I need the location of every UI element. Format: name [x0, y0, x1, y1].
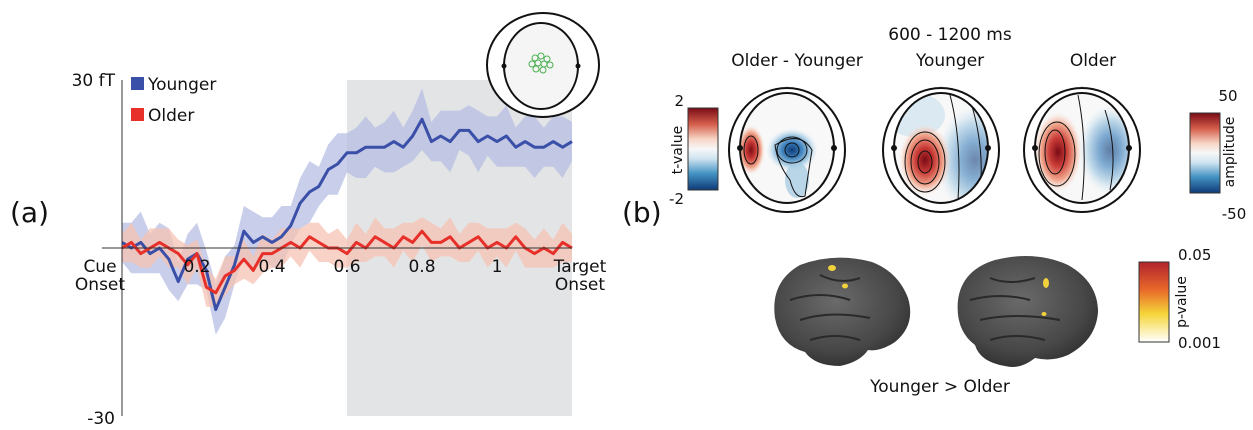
topomap-difference	[728, 86, 846, 213]
confidence-bands	[122, 88, 572, 335]
x-tick-label: 0.2	[183, 257, 210, 277]
tvalue-max: 2	[674, 92, 684, 110]
map-title-difference: Older - Younger	[731, 51, 863, 71]
brain-right-hemisphere	[957, 256, 1098, 367]
tvalue-min: -2	[669, 190, 684, 208]
series-line-older	[121, 229, 573, 295]
x-ticks: 0.2 0.4 0.6 0.8 1	[183, 257, 502, 277]
x-start-label-line1: Cue	[83, 257, 116, 277]
map-title-younger: Younger	[915, 51, 984, 71]
sensor-cluster-icon	[528, 52, 554, 74]
x-tick-label: 0.8	[408, 257, 435, 277]
amplitude-colorbar: 50 -50 amplitude	[1189, 87, 1247, 223]
x-tick-label: 0.4	[258, 257, 285, 277]
pvalue-title: p-value	[1174, 276, 1190, 328]
tvalue-colorbar: 2 -2 t-value	[669, 92, 719, 208]
amplitude-min: -50	[1222, 205, 1247, 223]
x-end-label-line2: Onset	[555, 275, 605, 295]
legend-label-younger: Younger	[147, 75, 216, 95]
topomap-older	[1023, 86, 1141, 213]
topomap-younger	[882, 86, 1000, 213]
legend-swatch-older	[131, 108, 144, 121]
sensor-head-inset	[486, 12, 600, 118]
amplitude-max: 50	[1218, 87, 1237, 105]
x-tick-label: 1	[492, 257, 503, 277]
confidence-band-older	[122, 217, 572, 307]
panel-b-label: (b)	[622, 196, 662, 229]
x-tick-label: 0.6	[333, 257, 360, 277]
brain-caption: Younger > Older	[869, 377, 1010, 397]
x-end-label-line1: Target	[553, 257, 607, 277]
x-start-label-line2: Onset	[75, 275, 125, 295]
legend-swatch-younger	[131, 77, 144, 90]
panel-a-label: (a)	[10, 196, 49, 229]
brain-left-hemisphere	[774, 257, 911, 366]
legend: Younger Older	[131, 75, 216, 126]
y-max-label: 30 fT	[72, 71, 116, 91]
time-window-title: 600 - 1200 ms	[888, 25, 1012, 45]
tvalue-title: t-value	[670, 126, 686, 174]
y-min-label: -30	[87, 409, 115, 429]
pvalue-min: 0.001	[1178, 334, 1221, 352]
series-lines	[121, 117, 573, 312]
legend-label-older: Older	[148, 106, 194, 126]
map-title-older: Older	[1070, 51, 1116, 71]
pvalue-colorbar: 0.05 0.001 p-value	[1138, 246, 1221, 352]
amplitude-title: amplitude	[1222, 117, 1238, 188]
pvalue-max: 0.05	[1178, 246, 1211, 264]
